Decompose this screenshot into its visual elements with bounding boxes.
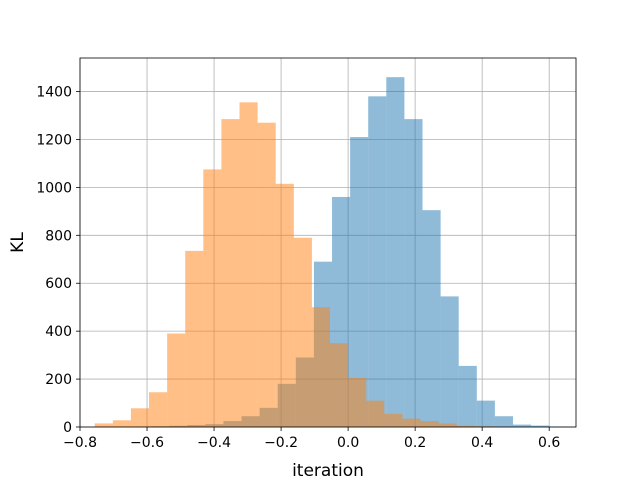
histogram-bar <box>458 365 477 427</box>
histogram-bar <box>94 423 113 427</box>
histogram-bar <box>221 119 240 427</box>
histogram-bar <box>185 250 204 427</box>
x-tick-label: 0.4 <box>471 435 493 451</box>
x-tick-label: 0.2 <box>404 435 426 451</box>
x-tick-label: 0.6 <box>538 435 560 451</box>
histogram-bar <box>239 102 258 428</box>
series-2 <box>94 102 511 428</box>
x-tick-label: −0.6 <box>130 435 164 451</box>
histogram-bar <box>512 424 532 427</box>
y-tick-label: 800 <box>45 228 72 244</box>
histogram-bar <box>311 307 331 427</box>
histogram-bar <box>348 377 367 427</box>
x-tick-label: −0.2 <box>264 435 298 451</box>
plot-frame <box>79 57 577 428</box>
y-tick-label: 1200 <box>36 132 72 148</box>
histogram-bar <box>167 333 186 427</box>
histogram-bar <box>456 425 475 427</box>
histogram-bars <box>94 77 568 428</box>
histogram-bar <box>368 96 387 428</box>
histogram-bar <box>366 400 385 427</box>
histogram-bar <box>420 421 439 427</box>
y-axis-label: KL <box>8 232 28 253</box>
y-tick-label: 0 <box>63 420 72 436</box>
histogram-bar <box>257 122 276 428</box>
x-tick-label: −0.4 <box>197 435 231 451</box>
histogram-bar <box>531 425 550 427</box>
histogram-bar <box>404 119 423 427</box>
y-axis-ticks: 0 200 400 600 800 1000 1200 1400 <box>36 85 80 436</box>
y-tick-label: 600 <box>45 276 72 292</box>
histogram-bar <box>330 343 349 427</box>
y-tick-label: 200 <box>45 372 72 388</box>
histogram-bar <box>386 77 405 428</box>
histogram-bar <box>440 296 459 427</box>
x-tick-label: 0.0 <box>337 435 359 451</box>
histogram-bar <box>402 418 421 427</box>
y-tick-label: 1400 <box>36 85 72 101</box>
histogram-bar <box>476 400 495 427</box>
histogram-bar <box>384 413 403 427</box>
histogram-bar <box>350 137 369 428</box>
histogram-bar <box>149 392 168 427</box>
x-axis-label: iteration <box>292 461 364 480</box>
x-tick-label: −0.8 <box>63 435 97 451</box>
histogram-bar <box>494 416 513 427</box>
histogram-bar <box>130 408 150 427</box>
y-tick-label: 1000 <box>36 180 72 196</box>
x-axis-ticks: −0.8 −0.6 −0.4 −0.2 0.0 0.2 0.4 0.6 <box>63 427 560 451</box>
y-tick-label: 400 <box>45 324 72 340</box>
histogram-bar <box>112 420 131 427</box>
histogram-bar <box>203 169 222 428</box>
histogram-bar <box>275 183 294 427</box>
histogram-bar <box>438 423 457 427</box>
histogram-bar <box>293 237 312 427</box>
histogram-bar <box>422 210 441 427</box>
